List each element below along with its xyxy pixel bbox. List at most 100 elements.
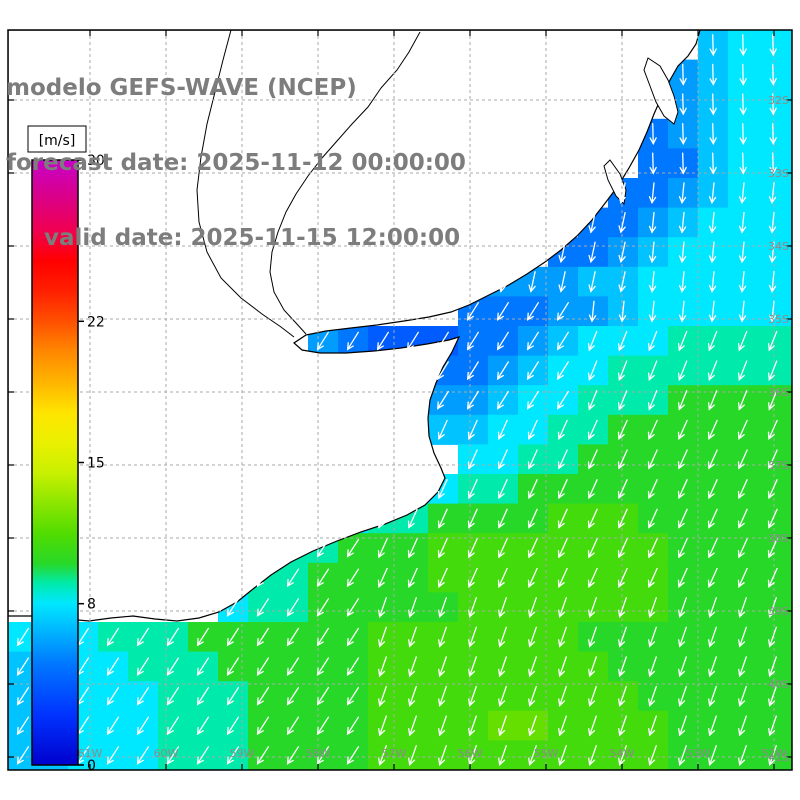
wind-arrow-head: [618, 284, 626, 293]
wind-arrow-head: [618, 698, 626, 707]
field-cell: [758, 622, 792, 653]
wind-arrow-head: [617, 342, 625, 352]
wind-arrow-head: [768, 727, 776, 737]
field-cell: [758, 178, 792, 209]
wind-arrow: [772, 152, 774, 174]
wind-arrow-head: [769, 48, 777, 57]
wind-arrow: [768, 538, 778, 558]
wind-arrow-head: [768, 255, 777, 264]
wind-arrow: [438, 508, 448, 529]
wind-arrow-head: [588, 668, 596, 678]
longitude-label: 55W: [534, 747, 559, 760]
wind-arrow-head: [556, 342, 564, 351]
wind-arrow: [378, 508, 388, 529]
wind-arrow: [711, 182, 715, 204]
wind-arrow-head: [678, 727, 686, 737]
wind-arrow: [439, 626, 447, 647]
wind-arrow: [560, 271, 566, 293]
wind-arrow: [588, 449, 598, 469]
field-cell: [758, 237, 792, 268]
wind-arrow: [499, 745, 507, 766]
wind-arrow: [439, 656, 447, 677]
wind-arrow-head: [617, 372, 625, 381]
river-line: [269, 31, 421, 335]
wind-arrow: [619, 656, 627, 677]
wind-arrow-head: [707, 402, 715, 411]
wind-arrow-head: [558, 757, 566, 767]
wind-arrow-head: [587, 461, 595, 470]
wind-arrow-head: [707, 550, 715, 559]
wind-arrow-head: [768, 639, 776, 648]
valid-date: valid date: 2025-11-15 12:00:00: [44, 225, 461, 251]
wind-arrow-head: [618, 254, 626, 264]
wind-arrow: [409, 626, 417, 647]
wind-arrow: [769, 745, 777, 766]
wind-arrow-head: [226, 726, 234, 736]
wind-arrow: [678, 508, 688, 529]
wind-arrow: [711, 271, 715, 293]
wind-arrow: [768, 508, 778, 529]
wind-arrow: [708, 360, 718, 381]
wind-arrow: [286, 598, 300, 617]
wind-arrow: [588, 567, 598, 588]
wind-arrow: [768, 567, 778, 588]
wind-arrow-head: [588, 284, 596, 293]
wind-arrow: [619, 745, 627, 766]
wind-arrow: [437, 331, 449, 350]
wind-arrow: [226, 657, 240, 676]
map-frame: 32S 33S 34S 35S 36S 37S 38S 39S 40S 41S 61W 60W 59W 5…: [7, 29, 793, 771]
wind-arrow: [712, 63, 714, 86]
wind-arrow: [379, 656, 387, 677]
wind-arrow: [679, 715, 687, 736]
wind-arrow-head: [497, 520, 505, 529]
wind-arrow: [681, 300, 685, 322]
wind-arrow: [588, 538, 598, 558]
latitude-label: 40S: [768, 678, 789, 691]
wind-arrow: [678, 538, 688, 558]
wind-arrow: [679, 745, 687, 766]
wind-arrow-head: [769, 137, 777, 145]
wind-arrow-head: [767, 342, 775, 352]
latitude-label: 35S: [768, 313, 789, 326]
wind-arrow-head: [618, 727, 626, 737]
wind-arrow-head: [617, 431, 625, 440]
wind-arrow-head: [767, 372, 775, 381]
wind-arrow-head: [678, 225, 687, 234]
wind-arrow: [678, 330, 688, 351]
wind-arrow: [256, 746, 270, 765]
wind-arrow: [346, 598, 360, 617]
wind-arrow: [286, 627, 300, 646]
wind-arrow: [618, 538, 628, 558]
wind-arrow-head: [378, 609, 386, 619]
wind-arrow: [709, 597, 717, 618]
wind-arrow: [679, 626, 687, 647]
wind-arrow: [316, 627, 330, 646]
wind-arrow: [739, 715, 747, 736]
wind-arrow-head: [468, 698, 476, 707]
wind-arrow: [649, 626, 657, 647]
wind-arrow-head: [709, 166, 717, 175]
wind-arrow: [620, 241, 626, 263]
wind-arrow-head: [316, 726, 324, 736]
wind-arrow-head: [618, 225, 626, 234]
wind-arrow-head: [346, 549, 354, 558]
wind-arrow: [708, 449, 718, 469]
wind-arrow: [16, 627, 30, 646]
wind-arrow-head: [618, 314, 627, 323]
wind-arrow: [588, 419, 598, 440]
wind-arrow: [739, 597, 747, 618]
wind-arrow: [378, 538, 388, 558]
wind-arrow-head: [316, 608, 324, 617]
wind-arrow-head: [497, 461, 505, 470]
wind-arrow-head: [106, 697, 114, 706]
wind-arrow-head: [378, 698, 386, 707]
coastline-layer: [8, 30, 701, 622]
wind-arrow-head: [647, 431, 655, 440]
wind-arrow: [438, 419, 448, 440]
wind-arrow-head: [526, 312, 534, 321]
forecast-date: forecast date: 2025-11-12 00:00:00: [6, 150, 466, 176]
wind-arrow-head: [497, 490, 505, 500]
wind-arrow-head: [648, 609, 656, 619]
wind-arrow-head: [678, 284, 687, 293]
colorbar: [m/s] 30 22 15 8 0: [27, 125, 105, 774]
